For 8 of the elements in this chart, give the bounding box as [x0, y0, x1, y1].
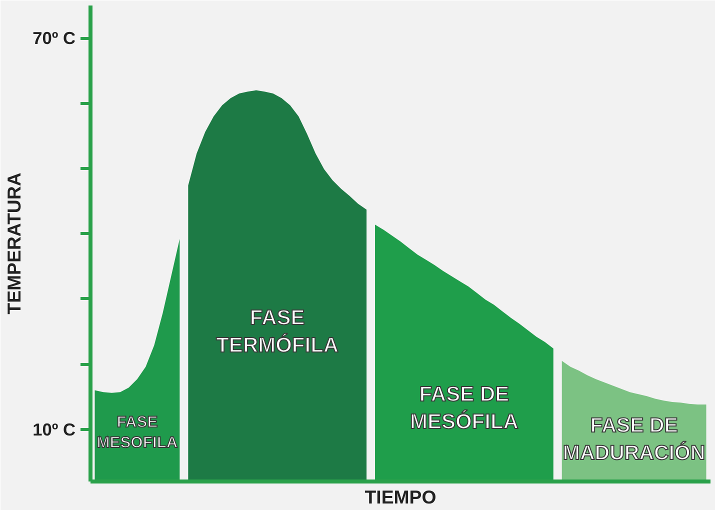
- y-axis-title: TEMPERATURA: [4, 172, 25, 314]
- series-label: FASE MESOFILA: [96, 414, 178, 452]
- series-label: FASE TERMÓFILA: [216, 306, 339, 358]
- series-label: FASE DE MADURACIÓN: [562, 414, 706, 464]
- x-axis-title: TIEMPO: [364, 486, 436, 508]
- y-tick-label: 70º C: [32, 28, 76, 48]
- series-label: FASE DE MESÓFILA: [410, 383, 518, 434]
- y-tick-label: 10º C: [32, 419, 76, 440]
